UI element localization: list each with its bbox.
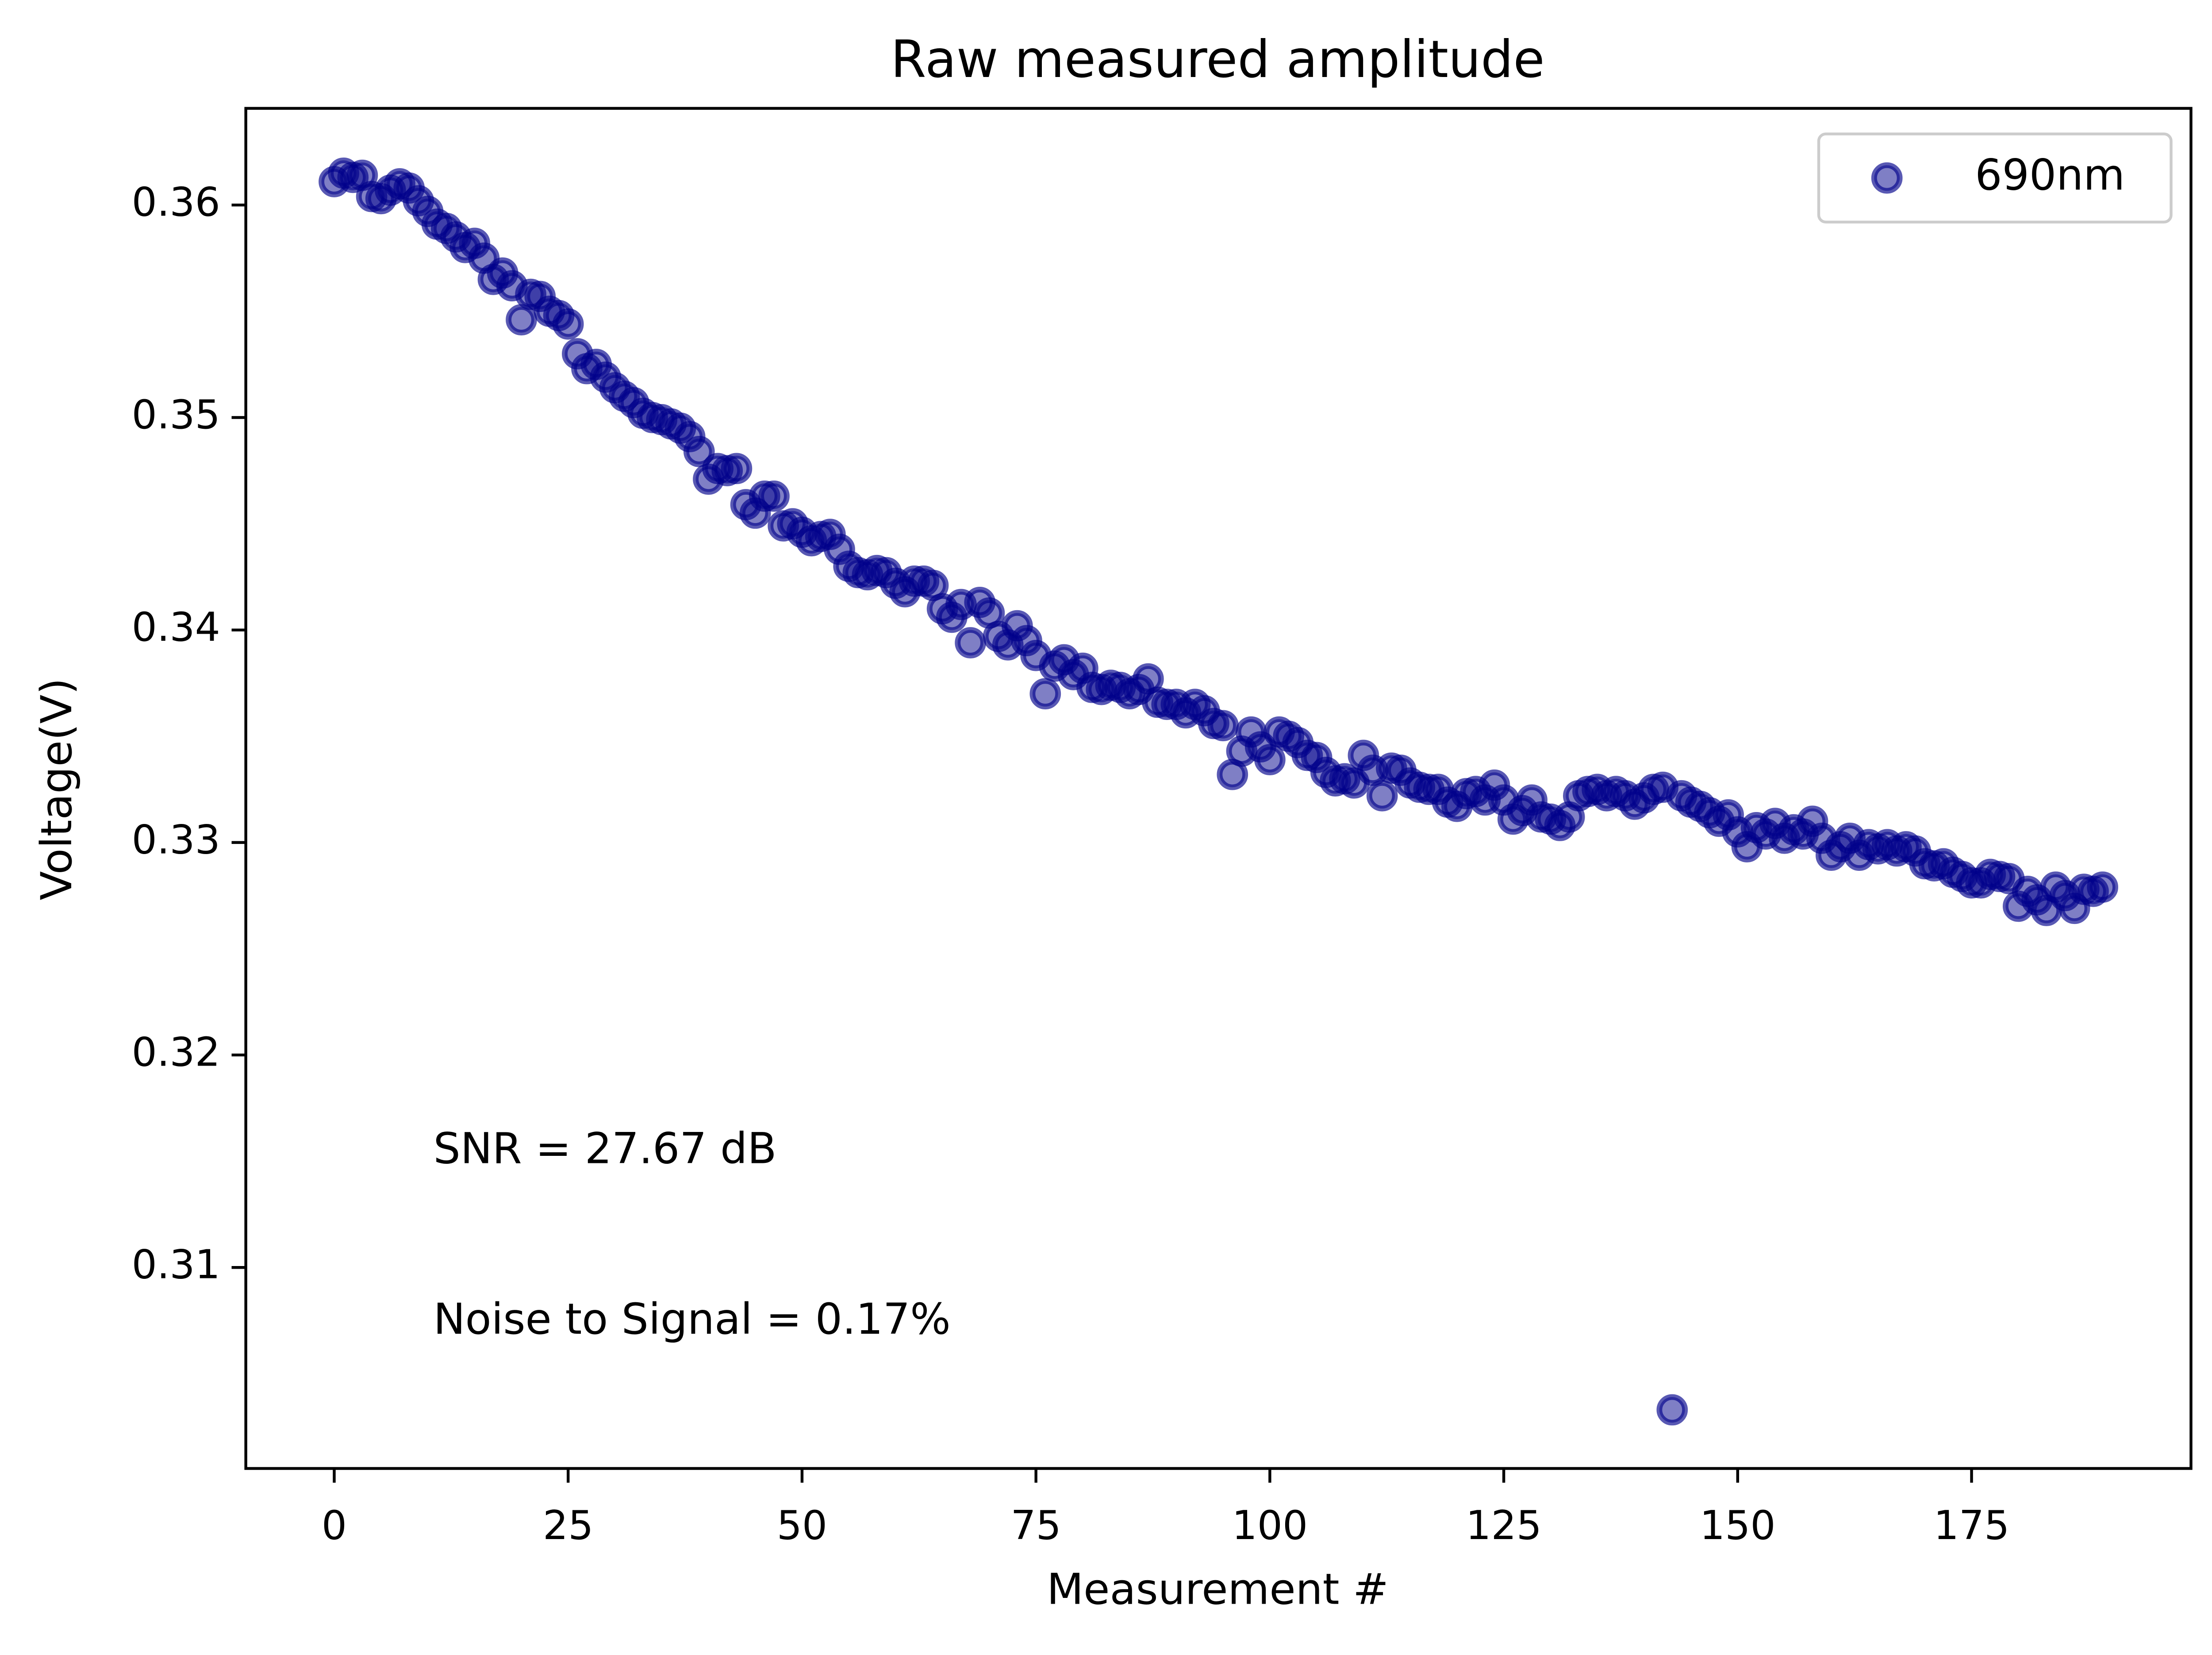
data-point xyxy=(506,304,537,335)
x-tick-label: 175 xyxy=(1934,1503,2010,1549)
data-point xyxy=(2087,871,2118,903)
y-tick-label: 0.35 xyxy=(132,392,220,438)
data-point xyxy=(552,308,584,340)
x-tick-label: 150 xyxy=(1700,1503,1776,1549)
annotation: Noise to Signal = 0.17% xyxy=(434,1294,951,1344)
data-point xyxy=(955,627,986,658)
legend-marker xyxy=(1871,162,1903,194)
plot-frame xyxy=(244,107,2193,1470)
data-point xyxy=(758,480,790,512)
x-tick-label: 25 xyxy=(543,1503,593,1549)
x-tick-label: 75 xyxy=(1010,1503,1061,1549)
x-tick-label: 0 xyxy=(322,1503,347,1549)
chart-title: Raw measured amplitude xyxy=(891,30,1544,89)
y-tick-label: 0.32 xyxy=(132,1029,220,1075)
x-axis-label: Measurement # xyxy=(1047,1564,1389,1614)
data-point xyxy=(683,436,715,467)
x-tick-label: 50 xyxy=(777,1503,827,1549)
y-tick-label: 0.33 xyxy=(132,817,220,863)
annotation: SNR = 27.67 dB xyxy=(434,1124,777,1174)
data-point xyxy=(1366,780,1398,812)
y-tick-label: 0.36 xyxy=(132,180,220,226)
x-tick-label: 125 xyxy=(1466,1503,1542,1549)
y-tick-label: 0.34 xyxy=(132,604,220,650)
data-point xyxy=(1656,1394,1688,1426)
data-point xyxy=(1254,744,1286,775)
y-tick-label: 0.31 xyxy=(132,1242,220,1288)
data-point xyxy=(721,453,753,485)
y-axis-label: Voltage(V) xyxy=(32,678,81,900)
data-point xyxy=(1207,710,1239,742)
legend-box xyxy=(1817,132,2173,224)
data-point xyxy=(1029,678,1061,710)
legend-label: 690nm xyxy=(1975,150,2125,200)
x-tick-label: 100 xyxy=(1232,1503,1308,1549)
